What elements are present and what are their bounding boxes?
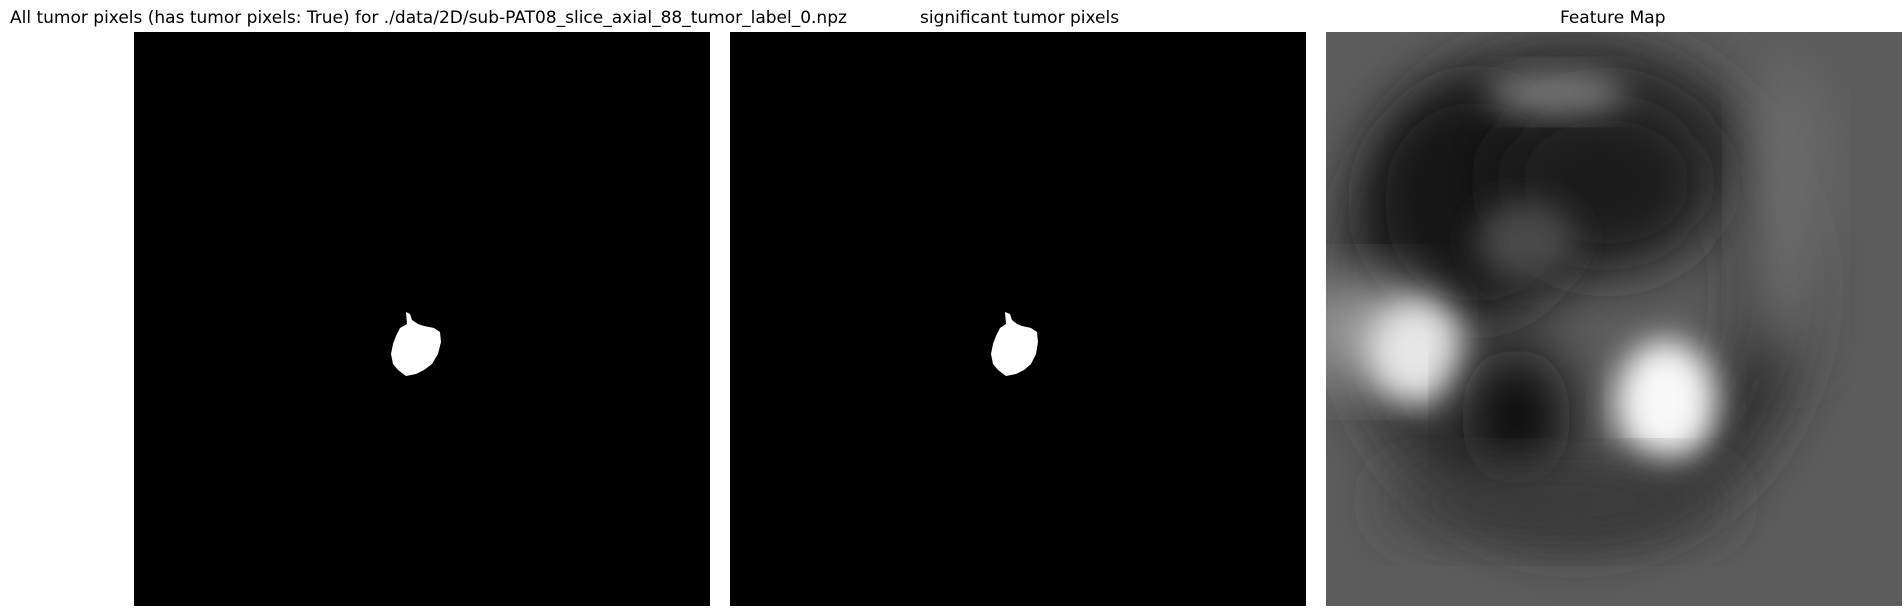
panel-title-feature-map: Feature Map xyxy=(1560,8,1666,28)
feature-map-image xyxy=(1326,32,1902,606)
panel-title-all-tumor-pixels: All tumor pixels (has tumor pixels: True… xyxy=(10,8,847,28)
mask-background xyxy=(134,32,710,606)
feature-map-activations xyxy=(1326,42,1826,542)
significant-tumor-pixels-image xyxy=(730,32,1306,606)
significant-tumor-mask-region xyxy=(991,312,1038,376)
mask-background xyxy=(730,32,1306,606)
all-tumor-pixels-image xyxy=(134,32,710,606)
panel-title-significant-tumor-pixels: significant tumor pixels xyxy=(920,8,1120,28)
tumor-mask-region xyxy=(391,312,441,376)
